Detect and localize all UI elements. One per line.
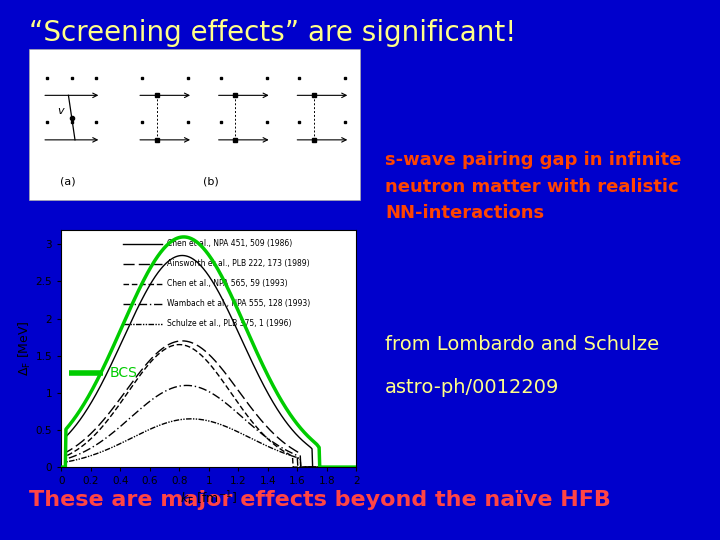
Text: s-wave pairing gap in infinite
neutron matter with realistic
NN-interactions: s-wave pairing gap in infinite neutron m… xyxy=(385,151,682,222)
Text: Ainsworth et al., PLB 222, 173 (1989): Ainsworth et al., PLB 222, 173 (1989) xyxy=(168,259,310,268)
Text: (a): (a) xyxy=(60,177,76,186)
Text: Chen et al., NPA 565, 59 (1993): Chen et al., NPA 565, 59 (1993) xyxy=(168,279,288,288)
Bar xyxy=(29,49,360,200)
X-axis label: $k_{\rm F}$ [fm$^{-1}$]: $k_{\rm F}$ [fm$^{-1}$] xyxy=(180,489,238,508)
Text: These are major effects beyond the naïve HFB: These are major effects beyond the naïve… xyxy=(29,490,611,510)
Text: “Screening effects” are significant!: “Screening effects” are significant! xyxy=(29,19,516,47)
Text: (b): (b) xyxy=(203,177,218,186)
Text: BCS: BCS xyxy=(110,366,138,380)
Text: Chen et al., NPA 451, 509 (1986): Chen et al., NPA 451, 509 (1986) xyxy=(168,239,293,248)
Text: v: v xyxy=(57,106,63,117)
Text: Wambach et al., NPA 555, 128 (1993): Wambach et al., NPA 555, 128 (1993) xyxy=(168,299,311,308)
Text: astro-ph/0012209: astro-ph/0012209 xyxy=(385,378,559,397)
Text: from Lombardo and Schulze: from Lombardo and Schulze xyxy=(385,335,660,354)
Y-axis label: $\Delta_{\rm F}$ [MeV]: $\Delta_{\rm F}$ [MeV] xyxy=(17,320,33,376)
Text: Schulze et al., PLB 375, 1 (1996): Schulze et al., PLB 375, 1 (1996) xyxy=(168,319,292,328)
